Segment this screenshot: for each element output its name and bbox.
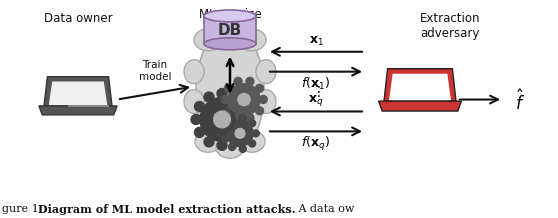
Bar (68, 105, 109, 107)
Ellipse shape (216, 136, 244, 158)
Ellipse shape (194, 29, 222, 51)
Ellipse shape (204, 10, 256, 22)
Circle shape (230, 137, 240, 147)
Circle shape (239, 145, 246, 152)
Circle shape (227, 121, 253, 146)
Circle shape (259, 95, 267, 104)
Ellipse shape (204, 38, 256, 50)
Circle shape (214, 111, 230, 128)
Text: Diagram of ML model extraction attacks.: Diagram of ML model extraction attacks. (38, 204, 296, 215)
Circle shape (221, 95, 229, 104)
Text: A data ow: A data ow (295, 204, 354, 214)
Circle shape (224, 84, 233, 92)
Text: $\hat{f}$: $\hat{f}$ (515, 89, 525, 114)
Circle shape (224, 107, 233, 115)
Text: $\vdots$: $\vdots$ (311, 84, 321, 99)
Circle shape (200, 97, 244, 141)
Circle shape (234, 114, 242, 122)
Circle shape (195, 102, 204, 111)
Text: $\mathbf{x}_q$: $\mathbf{x}_q$ (309, 92, 324, 107)
Circle shape (239, 127, 249, 137)
Ellipse shape (196, 27, 264, 156)
Circle shape (229, 116, 235, 123)
Ellipse shape (195, 130, 221, 152)
Text: Data owner: Data owner (44, 12, 112, 25)
Polygon shape (389, 74, 451, 100)
Circle shape (256, 84, 263, 92)
Circle shape (235, 128, 245, 138)
Text: $\mathbf{x}_1$: $\mathbf{x}_1$ (309, 35, 324, 48)
Circle shape (246, 114, 254, 122)
Text: Extraction
adversary: Extraction adversary (420, 12, 480, 40)
Circle shape (239, 114, 246, 121)
Polygon shape (44, 77, 112, 106)
Ellipse shape (184, 90, 204, 114)
Polygon shape (49, 82, 107, 105)
Circle shape (217, 140, 227, 150)
Circle shape (217, 89, 227, 99)
Circle shape (230, 92, 240, 102)
Circle shape (222, 135, 229, 142)
Circle shape (243, 114, 253, 124)
Ellipse shape (256, 60, 276, 84)
Circle shape (204, 92, 214, 102)
Text: DB: DB (218, 23, 242, 38)
Ellipse shape (184, 60, 204, 84)
Circle shape (239, 102, 249, 111)
Circle shape (229, 143, 235, 150)
Text: ML service: ML service (199, 8, 261, 21)
Ellipse shape (239, 130, 265, 152)
Polygon shape (378, 101, 461, 111)
Circle shape (204, 137, 214, 147)
Circle shape (222, 124, 229, 131)
Circle shape (256, 107, 263, 115)
Ellipse shape (215, 23, 245, 45)
Polygon shape (384, 69, 456, 101)
Text: $f(\mathbf{x}_1)$: $f(\mathbf{x}_1)$ (301, 76, 330, 92)
Circle shape (191, 114, 201, 124)
Circle shape (252, 130, 259, 137)
Circle shape (246, 77, 254, 85)
Ellipse shape (238, 29, 266, 51)
Circle shape (195, 127, 204, 137)
Circle shape (249, 120, 256, 127)
Circle shape (228, 84, 260, 116)
Circle shape (238, 94, 250, 106)
Circle shape (234, 77, 242, 85)
Text: gure 1:: gure 1: (2, 204, 46, 214)
Text: Train
model: Train model (139, 60, 171, 82)
Bar (204, 16, 256, 44)
Text: $f(\mathbf{x}_q)$: $f(\mathbf{x}_q)$ (301, 135, 330, 153)
Ellipse shape (256, 90, 276, 114)
Circle shape (249, 140, 256, 147)
Polygon shape (39, 106, 117, 115)
